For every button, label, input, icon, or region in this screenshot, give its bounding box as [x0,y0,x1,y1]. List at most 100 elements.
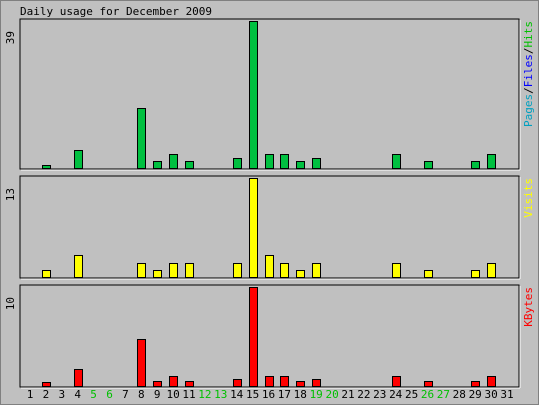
bar-hits-day-10 [169,154,178,169]
x-tick-label: 14 [230,388,244,401]
bar-visits-day-29 [471,270,480,278]
bar-kbytes-day-9 [153,381,162,387]
bar-visits-day-19 [312,263,321,278]
x-tick-label: 7 [122,388,129,401]
bar-visits-day-24 [392,263,401,278]
x-tick-label: 3 [58,388,65,401]
bar-visits-day-26 [424,270,433,278]
x-tick-label: 15 [246,388,259,401]
x-axis-labels: 1 2 3 4 5 6 7 8 9 10 11 12 13 14 15 16 17 18 19 20 21 22 23 24 2… [27,388,514,401]
bar-kbytes-day-2 [42,382,51,387]
bar-hits-day-11 [185,161,194,169]
bar-kbytes-day-16 [265,376,274,387]
bar-hits-day-30 [487,154,496,169]
bar-hits-day-9 [153,161,162,169]
bar-kbytes-day-30 [487,376,496,387]
panel-max-label: 13 [4,188,17,201]
legend-entry: / [522,87,535,94]
x-tick-label: 5 [90,388,97,401]
x-tick-label: 10 [166,388,179,401]
panel-max-label: 39 [4,31,17,44]
bar-visits-day-15 [249,178,258,278]
legend-entry: KBytes [522,287,535,327]
panel-max-label: 10 [4,297,17,310]
bar-visits-day-9 [153,270,162,278]
bar-hits-day-26 [424,161,433,169]
legend-entry: Files [522,54,535,87]
x-tick-label: 29 [469,388,482,401]
bar-kbytes-day-17 [280,376,289,387]
bar-kbytes-day-26 [424,381,433,387]
chart-title: Daily usage for December 2009 [20,5,212,18]
bar-hits-day-29 [471,161,480,169]
panel-kbytes: 10 KBytes [4,284,535,389]
bar-hits-day-24 [392,154,401,169]
x-tick-label: 13 [214,388,227,401]
x-tick-label: 2 [43,388,50,401]
x-tick-label: 20 [325,388,338,401]
legend-entry: Pages [522,94,535,127]
x-tick-label: 11 [182,388,195,401]
x-tick-label: 30 [484,388,497,401]
panel-frame [19,18,520,170]
x-tick-label: 23 [373,388,386,401]
x-tick-label: 12 [198,388,211,401]
x-tick-label: 22 [357,388,370,401]
x-tick-label: 8 [138,388,145,401]
bar-hits-day-17 [280,154,289,169]
legend-entry: / [522,48,535,55]
panel-legend: Pages/Files/Hits [522,21,535,127]
bar-visits-day-11 [185,263,194,278]
bar-visits-day-18 [296,270,305,278]
legend-entry: Visits [522,178,535,218]
x-tick-label: 27 [437,388,450,401]
x-tick-label: 28 [453,388,466,401]
bar-visits-day-8 [137,263,146,278]
bar-kbytes-day-18 [296,381,305,387]
legend-entry: Hits [522,21,535,48]
panel-visits: 13 Visits [4,175,535,280]
bar-visits-day-30 [487,263,496,278]
panel-legend: KBytes [522,287,535,327]
bar-kbytes-day-14 [233,379,242,387]
x-tick-label: 31 [500,388,513,401]
x-tick-label: 4 [74,388,81,401]
bar-kbytes-day-4 [74,369,83,387]
x-tick-label: 25 [405,388,418,401]
bar-visits-day-17 [280,263,289,278]
x-tick-label: 19 [310,388,323,401]
bar-kbytes-day-10 [169,376,178,387]
bar-hits-day-2 [42,165,51,169]
x-tick-label: 26 [421,388,434,401]
panel-frame [19,284,520,388]
x-tick-label: 16 [262,388,275,401]
bar-kbytes-day-11 [185,381,194,387]
x-tick-label: 1 [27,388,34,401]
bar-visits-day-16 [265,255,274,278]
x-tick-label: 18 [294,388,307,401]
bar-kbytes-day-19 [312,379,321,387]
bar-hits-day-19 [312,158,321,169]
bar-hits-day-15 [249,21,258,169]
x-tick-label: 9 [154,388,161,401]
bar-hits-day-14 [233,158,242,169]
bar-hits-day-8 [137,108,146,169]
bar-hits-day-4 [74,150,83,169]
bar-kbytes-day-24 [392,376,401,387]
bar-visits-day-4 [74,255,83,278]
bar-hits-day-18 [296,161,305,169]
bar-kbytes-day-8 [137,339,146,387]
bar-visits-day-10 [169,263,178,278]
bar-hits-day-16 [265,154,274,169]
x-tick-label: 21 [341,388,354,401]
x-tick-label: 6 [106,388,113,401]
bar-visits-day-14 [233,263,242,278]
x-tick-label: 17 [278,388,291,401]
bar-visits-day-2 [42,270,51,278]
x-tick-label: 24 [389,388,403,401]
panel-legend: Visits [522,178,535,218]
